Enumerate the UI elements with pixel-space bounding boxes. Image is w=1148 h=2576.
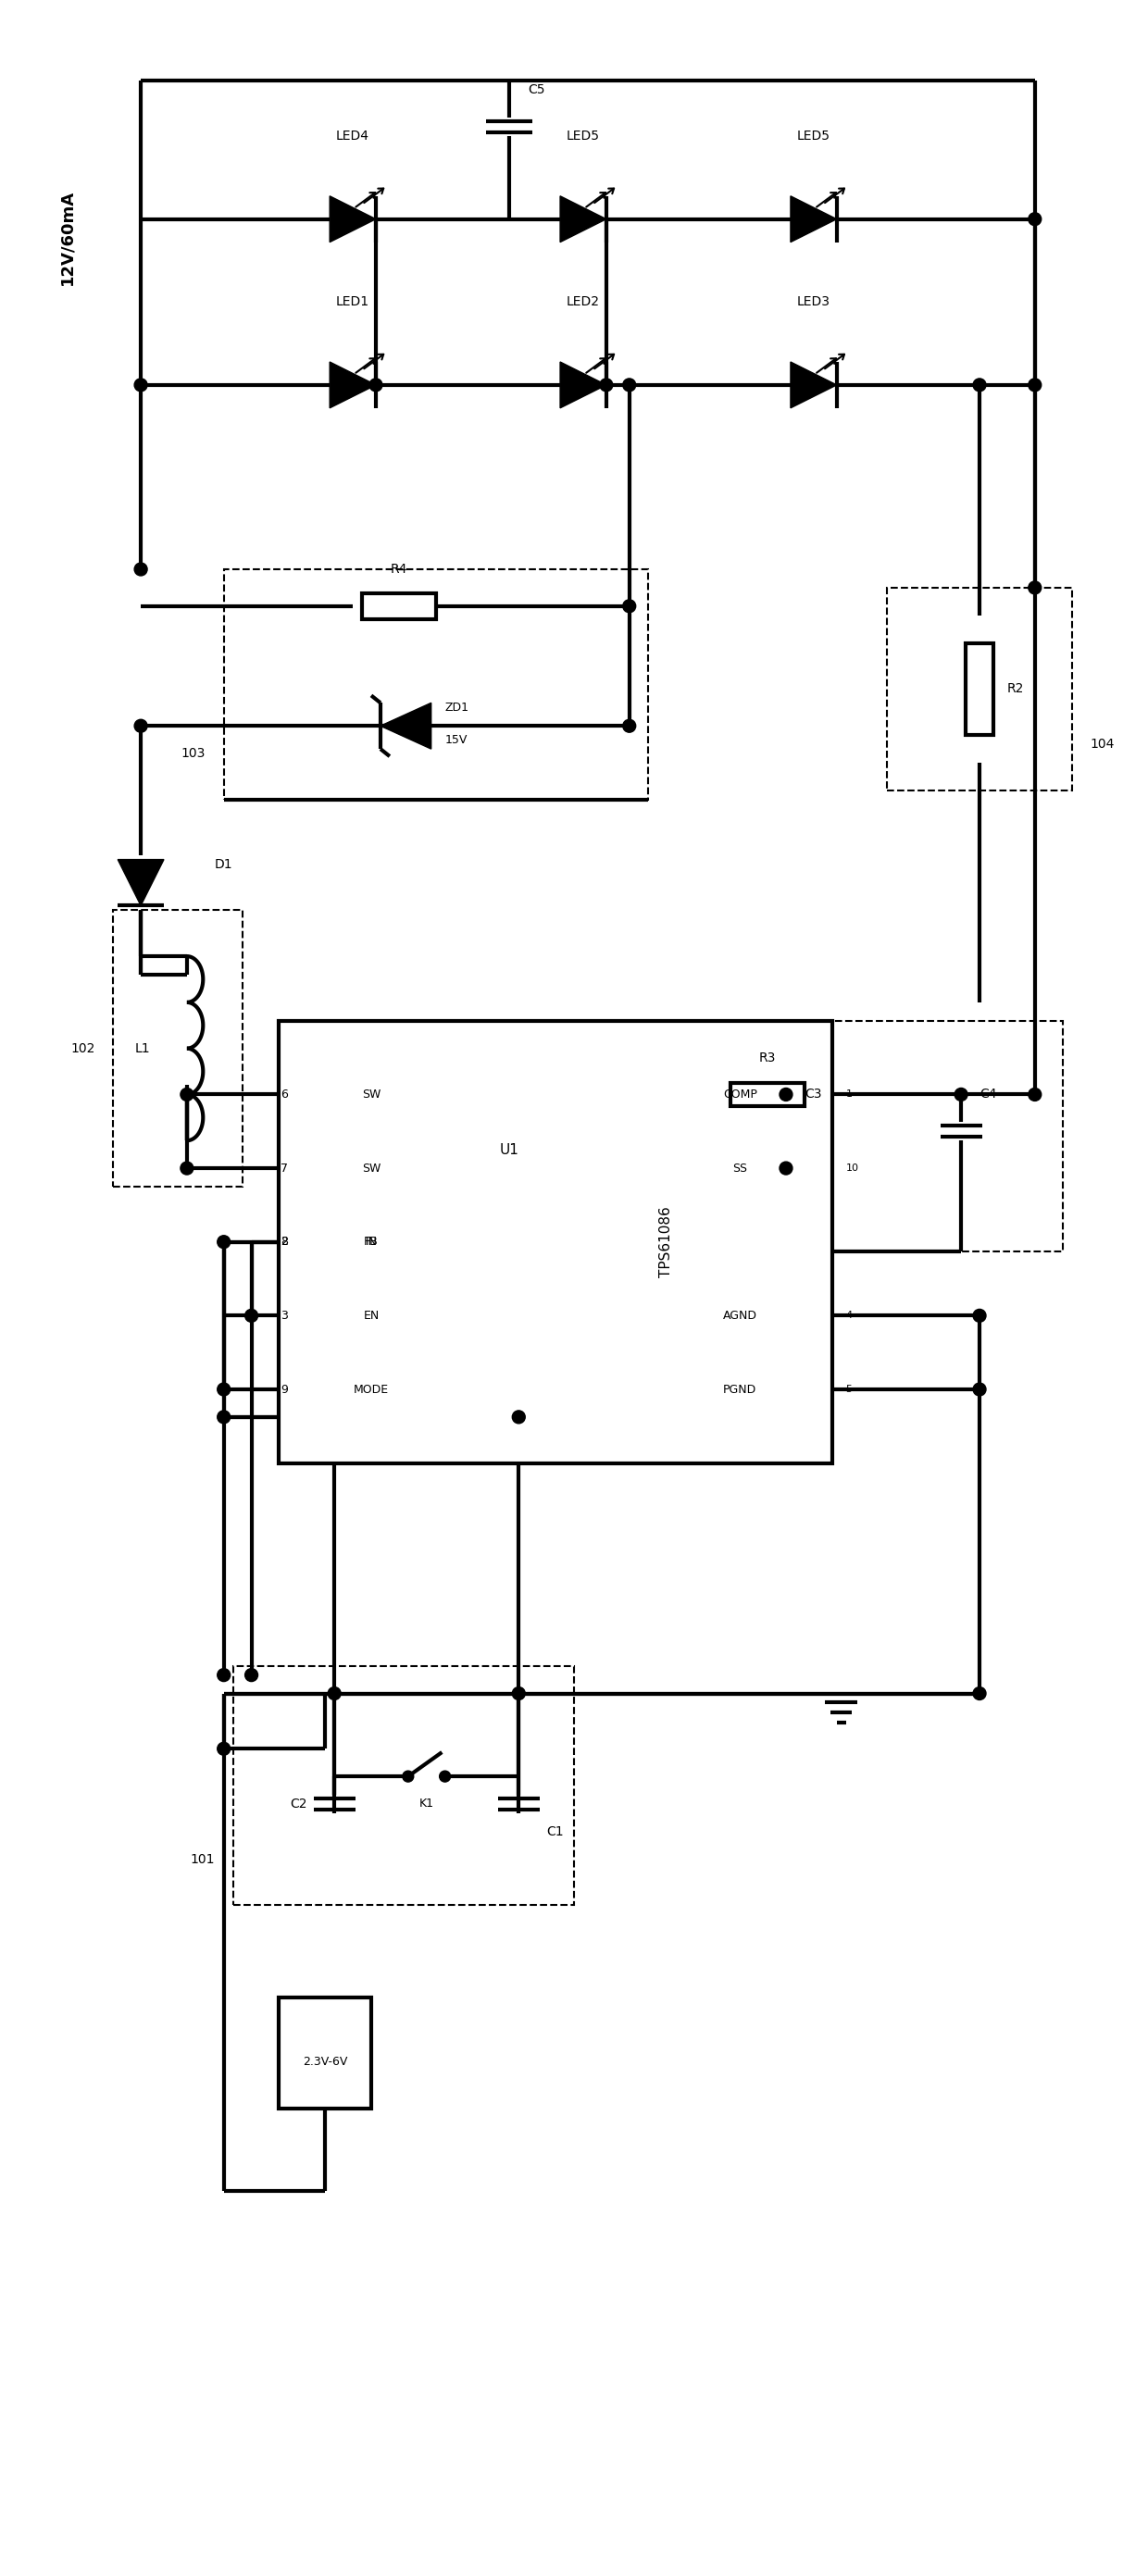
Circle shape: [623, 379, 636, 392]
Text: 7: 7: [281, 1162, 288, 1175]
Text: U1: U1: [499, 1144, 519, 1157]
Text: SS: SS: [732, 1162, 747, 1175]
Polygon shape: [118, 860, 164, 907]
Text: FB: FB: [364, 1236, 379, 1247]
Text: LED5: LED5: [567, 129, 600, 142]
Text: COMP: COMP: [723, 1090, 757, 1100]
Bar: [224, 569, 647, 799]
Circle shape: [440, 1770, 450, 1783]
Circle shape: [134, 719, 147, 732]
Circle shape: [623, 719, 636, 732]
Bar: [362, 592, 436, 618]
Text: R2: R2: [1007, 683, 1024, 696]
Text: 8: 8: [281, 1236, 288, 1247]
Circle shape: [1029, 1087, 1041, 1100]
Circle shape: [217, 1383, 231, 1396]
Circle shape: [217, 1741, 231, 1754]
Circle shape: [974, 1687, 986, 1700]
Text: 3: 3: [281, 1309, 288, 1321]
Text: 10: 10: [846, 1164, 859, 1172]
Text: L1: L1: [134, 1041, 150, 1056]
Text: 9: 9: [281, 1383, 288, 1396]
Circle shape: [217, 1236, 231, 1249]
Circle shape: [134, 379, 147, 392]
Text: LED1: LED1: [336, 296, 370, 309]
Text: C5: C5: [528, 82, 545, 95]
Text: 2: 2: [281, 1236, 288, 1247]
Circle shape: [1029, 582, 1041, 595]
Circle shape: [134, 562, 147, 574]
Circle shape: [623, 600, 636, 613]
Polygon shape: [560, 361, 606, 407]
Polygon shape: [329, 196, 375, 242]
Text: D1: D1: [215, 858, 233, 871]
Bar: [675, 1020, 1063, 1252]
Bar: [965, 644, 993, 734]
Circle shape: [955, 1087, 968, 1100]
Text: SW: SW: [362, 1090, 381, 1100]
Text: 2.3V-6V: 2.3V-6V: [303, 2056, 348, 2069]
Text: LED5: LED5: [797, 129, 830, 142]
Text: LED3: LED3: [797, 296, 830, 309]
Circle shape: [328, 1687, 341, 1700]
Polygon shape: [791, 196, 837, 242]
Text: AGND: AGND: [723, 1309, 757, 1321]
Text: C3: C3: [805, 1087, 822, 1100]
Circle shape: [974, 379, 986, 392]
Circle shape: [180, 1087, 193, 1100]
Circle shape: [599, 379, 613, 392]
Bar: [279, 1020, 832, 1463]
Circle shape: [1029, 214, 1041, 227]
Bar: [279, 1996, 371, 2107]
Circle shape: [245, 1309, 258, 1321]
Circle shape: [217, 1412, 231, 1425]
Circle shape: [512, 1687, 525, 1700]
Text: TPS61086: TPS61086: [659, 1206, 673, 1278]
Circle shape: [370, 379, 382, 392]
Text: LED2: LED2: [567, 296, 600, 309]
Circle shape: [180, 1162, 193, 1175]
Text: 5: 5: [846, 1386, 852, 1394]
Circle shape: [512, 1412, 525, 1425]
Bar: [887, 587, 1072, 791]
Text: 15V: 15V: [445, 734, 467, 744]
Bar: [730, 1082, 805, 1105]
Polygon shape: [329, 361, 375, 407]
Text: 102: 102: [70, 1041, 95, 1056]
Circle shape: [403, 1770, 413, 1783]
Text: 104: 104: [1091, 737, 1115, 750]
Circle shape: [245, 1669, 258, 1682]
Text: ZD1: ZD1: [445, 701, 470, 714]
Text: SW: SW: [362, 1162, 381, 1175]
Bar: [233, 1667, 574, 1906]
Text: PGND: PGND: [723, 1383, 757, 1396]
Polygon shape: [560, 196, 606, 242]
Polygon shape: [791, 361, 837, 407]
Bar: [114, 909, 242, 1188]
Circle shape: [217, 1669, 231, 1682]
Polygon shape: [380, 703, 432, 750]
Text: MODE: MODE: [354, 1383, 389, 1396]
Text: IN: IN: [365, 1236, 378, 1247]
Text: 103: 103: [181, 747, 205, 760]
Text: C2: C2: [289, 1798, 307, 1811]
Text: LED4: LED4: [336, 129, 370, 142]
Text: K1: K1: [419, 1798, 434, 1811]
Text: C1: C1: [546, 1826, 564, 1839]
Text: 1: 1: [846, 1090, 852, 1100]
Text: R4: R4: [390, 562, 408, 574]
Text: 12V/60mA: 12V/60mA: [59, 191, 76, 286]
Text: C4: C4: [979, 1087, 996, 1100]
Circle shape: [1029, 379, 1041, 392]
Text: R3: R3: [759, 1051, 776, 1064]
Text: EN: EN: [363, 1309, 379, 1321]
Text: 6: 6: [281, 1090, 288, 1100]
Circle shape: [974, 1383, 986, 1396]
Text: 101: 101: [191, 1852, 215, 1865]
Text: 4: 4: [846, 1311, 853, 1321]
Circle shape: [779, 1162, 792, 1175]
Circle shape: [779, 1087, 792, 1100]
Circle shape: [974, 1309, 986, 1321]
